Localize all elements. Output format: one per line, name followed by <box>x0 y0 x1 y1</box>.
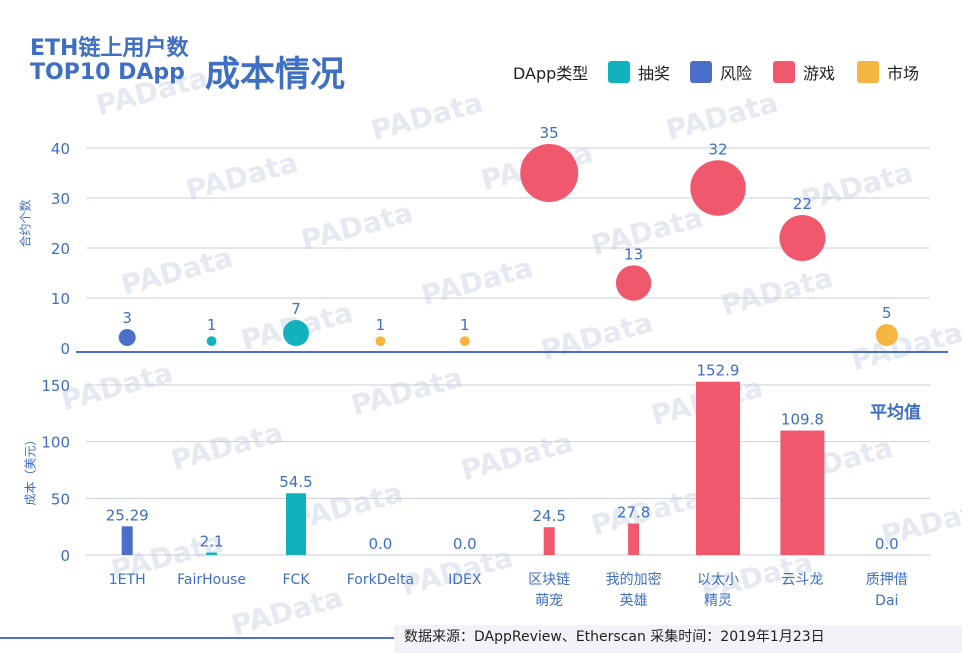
bubble-value-label: 7 <box>291 300 301 318</box>
x-category-label: 1ETH <box>109 572 146 588</box>
bar-value-label: 0.0 <box>875 535 899 553</box>
footer-rule <box>0 637 394 639</box>
x-category-label: 质押借 <box>866 572 908 588</box>
chart-title-line1: ETH链上用户数 <box>30 36 189 61</box>
y-tick-label: 20 <box>51 240 70 258</box>
bubble-value-label: 1 <box>460 316 470 334</box>
bar-value-label: 25.29 <box>106 506 149 524</box>
bubble <box>615 265 652 301</box>
bubble <box>118 329 136 346</box>
legend-item-risk: 风险 <box>690 60 752 84</box>
legend-item-game: 游戏 <box>773 60 835 84</box>
cost-bar <box>780 430 825 555</box>
cost-bar <box>206 552 218 555</box>
cost-bar <box>543 527 555 555</box>
cost-bar <box>628 523 640 555</box>
legend-swatch <box>690 61 712 83</box>
x-category-label: IDEX <box>448 572 482 588</box>
x-category-label: 我的加密 <box>606 571 662 588</box>
bar-value-label: 54.5 <box>279 473 312 491</box>
average-annotation: 平均值 <box>870 403 921 423</box>
chart-title-line3: 成本情况 <box>205 55 346 95</box>
legend-label: 风险 <box>720 64 753 83</box>
x-category-label: Dai <box>875 593 898 609</box>
bubble <box>459 336 470 347</box>
bubble-value-label: 1 <box>376 316 386 334</box>
bubble <box>206 336 217 347</box>
legend-item-market: 市场 <box>857 60 919 84</box>
bar-value-label: 0.0 <box>368 535 392 553</box>
bubble-value-label: 32 <box>708 140 727 158</box>
x-category-label: 以太小 <box>697 572 739 588</box>
x-category-label: 萌宠 <box>535 593 563 609</box>
legend-swatch <box>773 61 795 83</box>
cost-bar <box>286 493 306 555</box>
x-category-label: ForkDelta <box>347 572 414 588</box>
footer-band <box>394 625 962 653</box>
bubble <box>875 324 898 346</box>
bar-value-label: 2.1 <box>200 533 224 551</box>
legend-label: 抽奖 <box>638 64 671 83</box>
legend-label: 游戏 <box>803 64 836 83</box>
legend-label: 市场 <box>887 64 920 83</box>
bubble <box>779 215 826 261</box>
y-tick-label: 100 <box>41 434 70 452</box>
bubble-value-label: 22 <box>793 195 812 213</box>
cost-bar <box>696 381 740 555</box>
x-category-label: FCK <box>282 572 310 588</box>
y-tick-label: 40 <box>51 140 70 158</box>
source-note: 数据来源：DAppReview、Etherscan 采集时间：2019年1月23… <box>404 629 825 645</box>
legend-item-lottery: 抽奖 <box>608 60 670 84</box>
bar-value-label: 24.5 <box>532 507 565 525</box>
bar-value-label: 152.9 <box>697 362 740 380</box>
legend-title: DApp类型 <box>513 64 589 83</box>
legend-swatch <box>857 61 879 83</box>
x-category-label: 精灵 <box>704 593 732 609</box>
legend-swatch <box>608 61 630 83</box>
y-tick-label: 150 <box>41 377 70 395</box>
cost-bar <box>121 526 133 555</box>
chart-plot: 0 10 20 30 40 0 50 100 150 3 1 7 1 1 35 13 32 22 5 25.29 2.1… <box>41 124 948 609</box>
bubble-value-label: 1 <box>207 316 217 334</box>
bar-value-label: 27.8 <box>617 503 650 521</box>
bubble <box>520 144 579 202</box>
bubble-value-label: 5 <box>882 304 892 322</box>
x-category-label: 区块链 <box>528 572 570 588</box>
x-category-label: 云斗龙 <box>781 572 823 588</box>
x-category-label: 英雄 <box>620 592 648 609</box>
bar-value-label: 0.0 <box>453 535 477 553</box>
bubble <box>690 160 746 216</box>
y-tick-label: 0 <box>60 547 70 565</box>
chart-title-line2: TOP10 DApp <box>30 60 185 85</box>
x-category-label: FairHouse <box>177 572 246 588</box>
y-tick-label: 0 <box>60 340 70 358</box>
y-tick-label: 30 <box>51 190 70 208</box>
bubble-value-label: 3 <box>122 309 132 327</box>
bubble-value-label: 35 <box>540 124 559 142</box>
y-tick-label: 50 <box>51 490 70 508</box>
y-tick-label: 10 <box>51 290 70 308</box>
bar-value-label: 109.8 <box>781 411 824 429</box>
bubble-value-label: 13 <box>624 245 643 263</box>
bubble <box>283 320 309 346</box>
bubble <box>375 336 386 347</box>
